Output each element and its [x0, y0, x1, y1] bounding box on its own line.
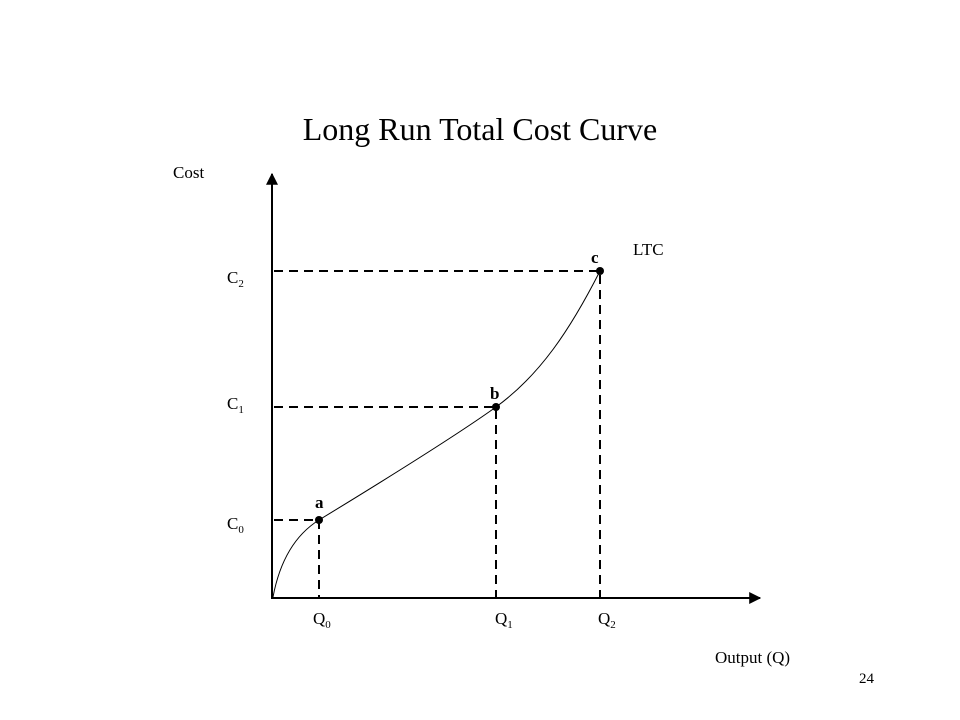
page-number: 24	[859, 671, 875, 687]
output-level-label: Q1	[495, 609, 513, 631]
guide-line	[274, 406, 497, 598]
y-axis-label: Cost	[173, 163, 204, 182]
point	[596, 267, 604, 275]
output-level-label: Q0	[313, 609, 331, 631]
title: Long Run Total Cost Curve	[303, 111, 658, 147]
point-label: c	[591, 248, 599, 267]
guide-line	[274, 519, 320, 598]
point	[492, 403, 500, 411]
curve-label: LTC	[633, 240, 664, 259]
x-axis-label: Output (Q)	[715, 648, 790, 667]
guide-line	[274, 270, 601, 598]
output-level-label: Q2	[598, 609, 616, 631]
cost-level-label: C1	[227, 394, 244, 416]
point-label: a	[315, 493, 324, 512]
point-label: b	[490, 384, 499, 403]
cost-level-label: C0	[227, 514, 244, 536]
cost-level-label: C2	[227, 268, 244, 290]
ltc-curve	[272, 270, 601, 598]
point	[315, 516, 323, 524]
